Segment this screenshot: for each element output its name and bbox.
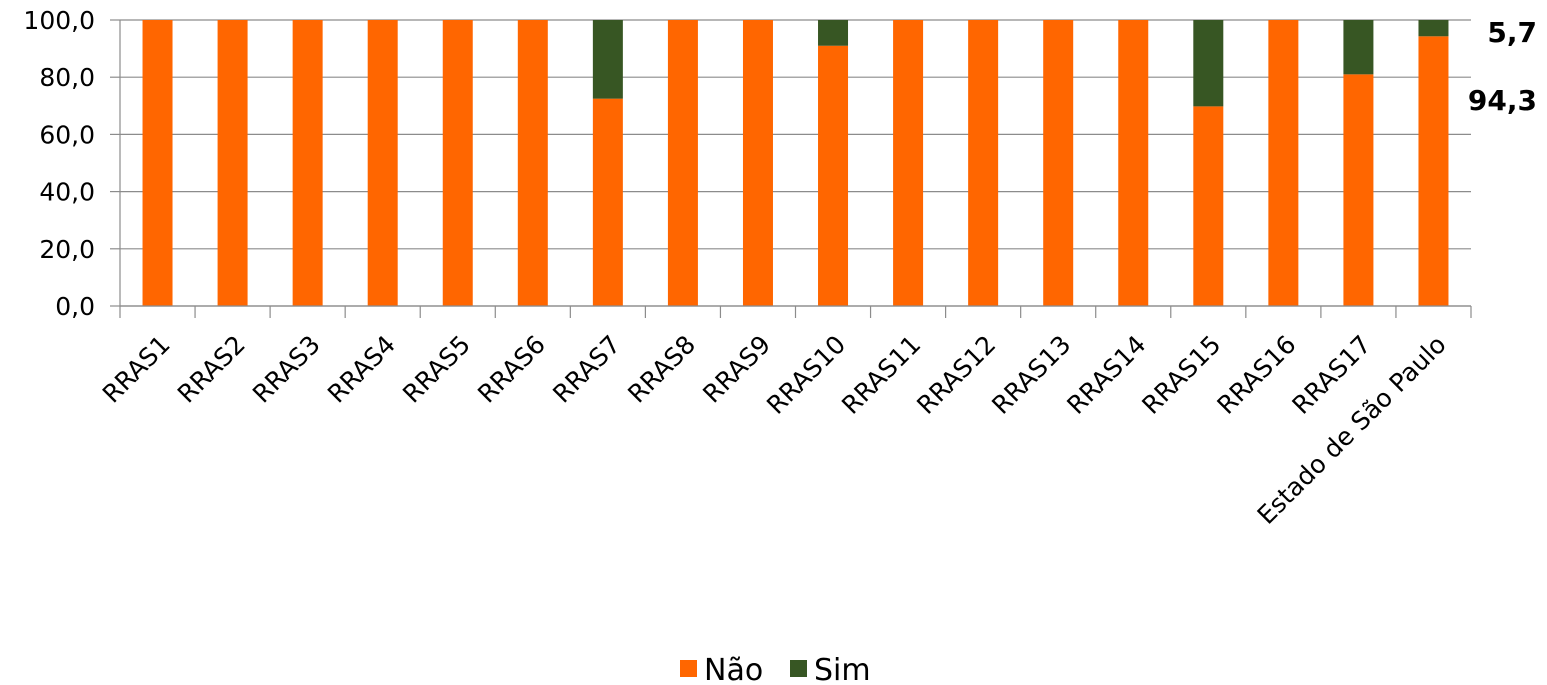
bar-nao: [367, 20, 398, 306]
bar-nao: [1118, 20, 1149, 306]
bar-nao: [667, 20, 698, 306]
legend-label-nao: Não: [704, 653, 763, 685]
x-category-label: RRAS8: [622, 330, 701, 409]
data-label-sim: 5,7: [1487, 16, 1537, 49]
bar-sim: [1193, 20, 1224, 107]
bar-nao: [292, 20, 323, 306]
bars: [142, 20, 1449, 307]
bar-sim: [1418, 20, 1449, 37]
y-tick-label: 20,0: [39, 235, 95, 264]
x-category-label: RRAS10: [761, 330, 851, 420]
bar-nao: [968, 20, 999, 306]
bar-sim: [818, 20, 849, 46]
x-category-label: RRAS16: [1211, 330, 1301, 420]
x-category-label: RRAS15: [1136, 330, 1226, 420]
data-labels: 5,7 94,3: [1468, 16, 1537, 117]
bar-nao: [893, 20, 924, 306]
x-category-label: RRAS5: [397, 330, 476, 409]
x-category-label: RRAS3: [247, 330, 326, 409]
x-category-label: RRAS7: [547, 330, 626, 409]
bar-sim: [1343, 20, 1374, 75]
bar-nao: [1418, 36, 1449, 306]
y-tick-label: 40,0: [39, 178, 95, 207]
x-category-label: RRAS11: [836, 330, 926, 420]
bar-nao: [592, 98, 623, 307]
x-axis: RRAS1RRAS2RRAS3RRAS4RRAS5RRAS6RRAS7RRAS8…: [97, 305, 1472, 530]
legend-swatch-nao: [680, 660, 697, 677]
bar-nao: [142, 20, 173, 306]
x-category-label: RRAS12: [911, 330, 1001, 420]
legend-swatch-sim: [790, 660, 807, 677]
y-tick-label: 60,0: [39, 120, 95, 149]
x-category-label: RRAS14: [1061, 330, 1151, 420]
bar-nao: [742, 20, 773, 306]
x-category-label: RRAS13: [986, 330, 1076, 420]
y-tick-label: 100,0: [23, 6, 95, 35]
gridlines: [120, 19, 1471, 307]
bar-nao: [1268, 20, 1299, 306]
y-tick-label: 0,0: [55, 292, 95, 321]
y-axis: 0,0 20,0 40,0 60,0 80,0 100,0: [23, 6, 121, 321]
bar-nao: [1343, 74, 1374, 306]
data-label-nao: 94,3: [1468, 84, 1537, 117]
bar-nao: [1043, 20, 1074, 306]
bar-nao: [818, 45, 849, 307]
x-category-label: RRAS6: [472, 330, 551, 409]
bar-nao: [517, 20, 548, 306]
legend-label-sim: Sim: [814, 653, 871, 685]
bar-nao: [442, 20, 473, 306]
x-category-label: RRAS1: [97, 330, 176, 409]
x-category-label: RRAS2: [172, 330, 251, 409]
legend: Não Sim: [680, 653, 871, 685]
y-tick-label: 80,0: [39, 63, 95, 92]
bar-nao: [217, 20, 248, 306]
x-category-label: RRAS4: [322, 330, 401, 409]
bar-sim: [592, 20, 623, 99]
bar-nao: [1193, 106, 1224, 306]
